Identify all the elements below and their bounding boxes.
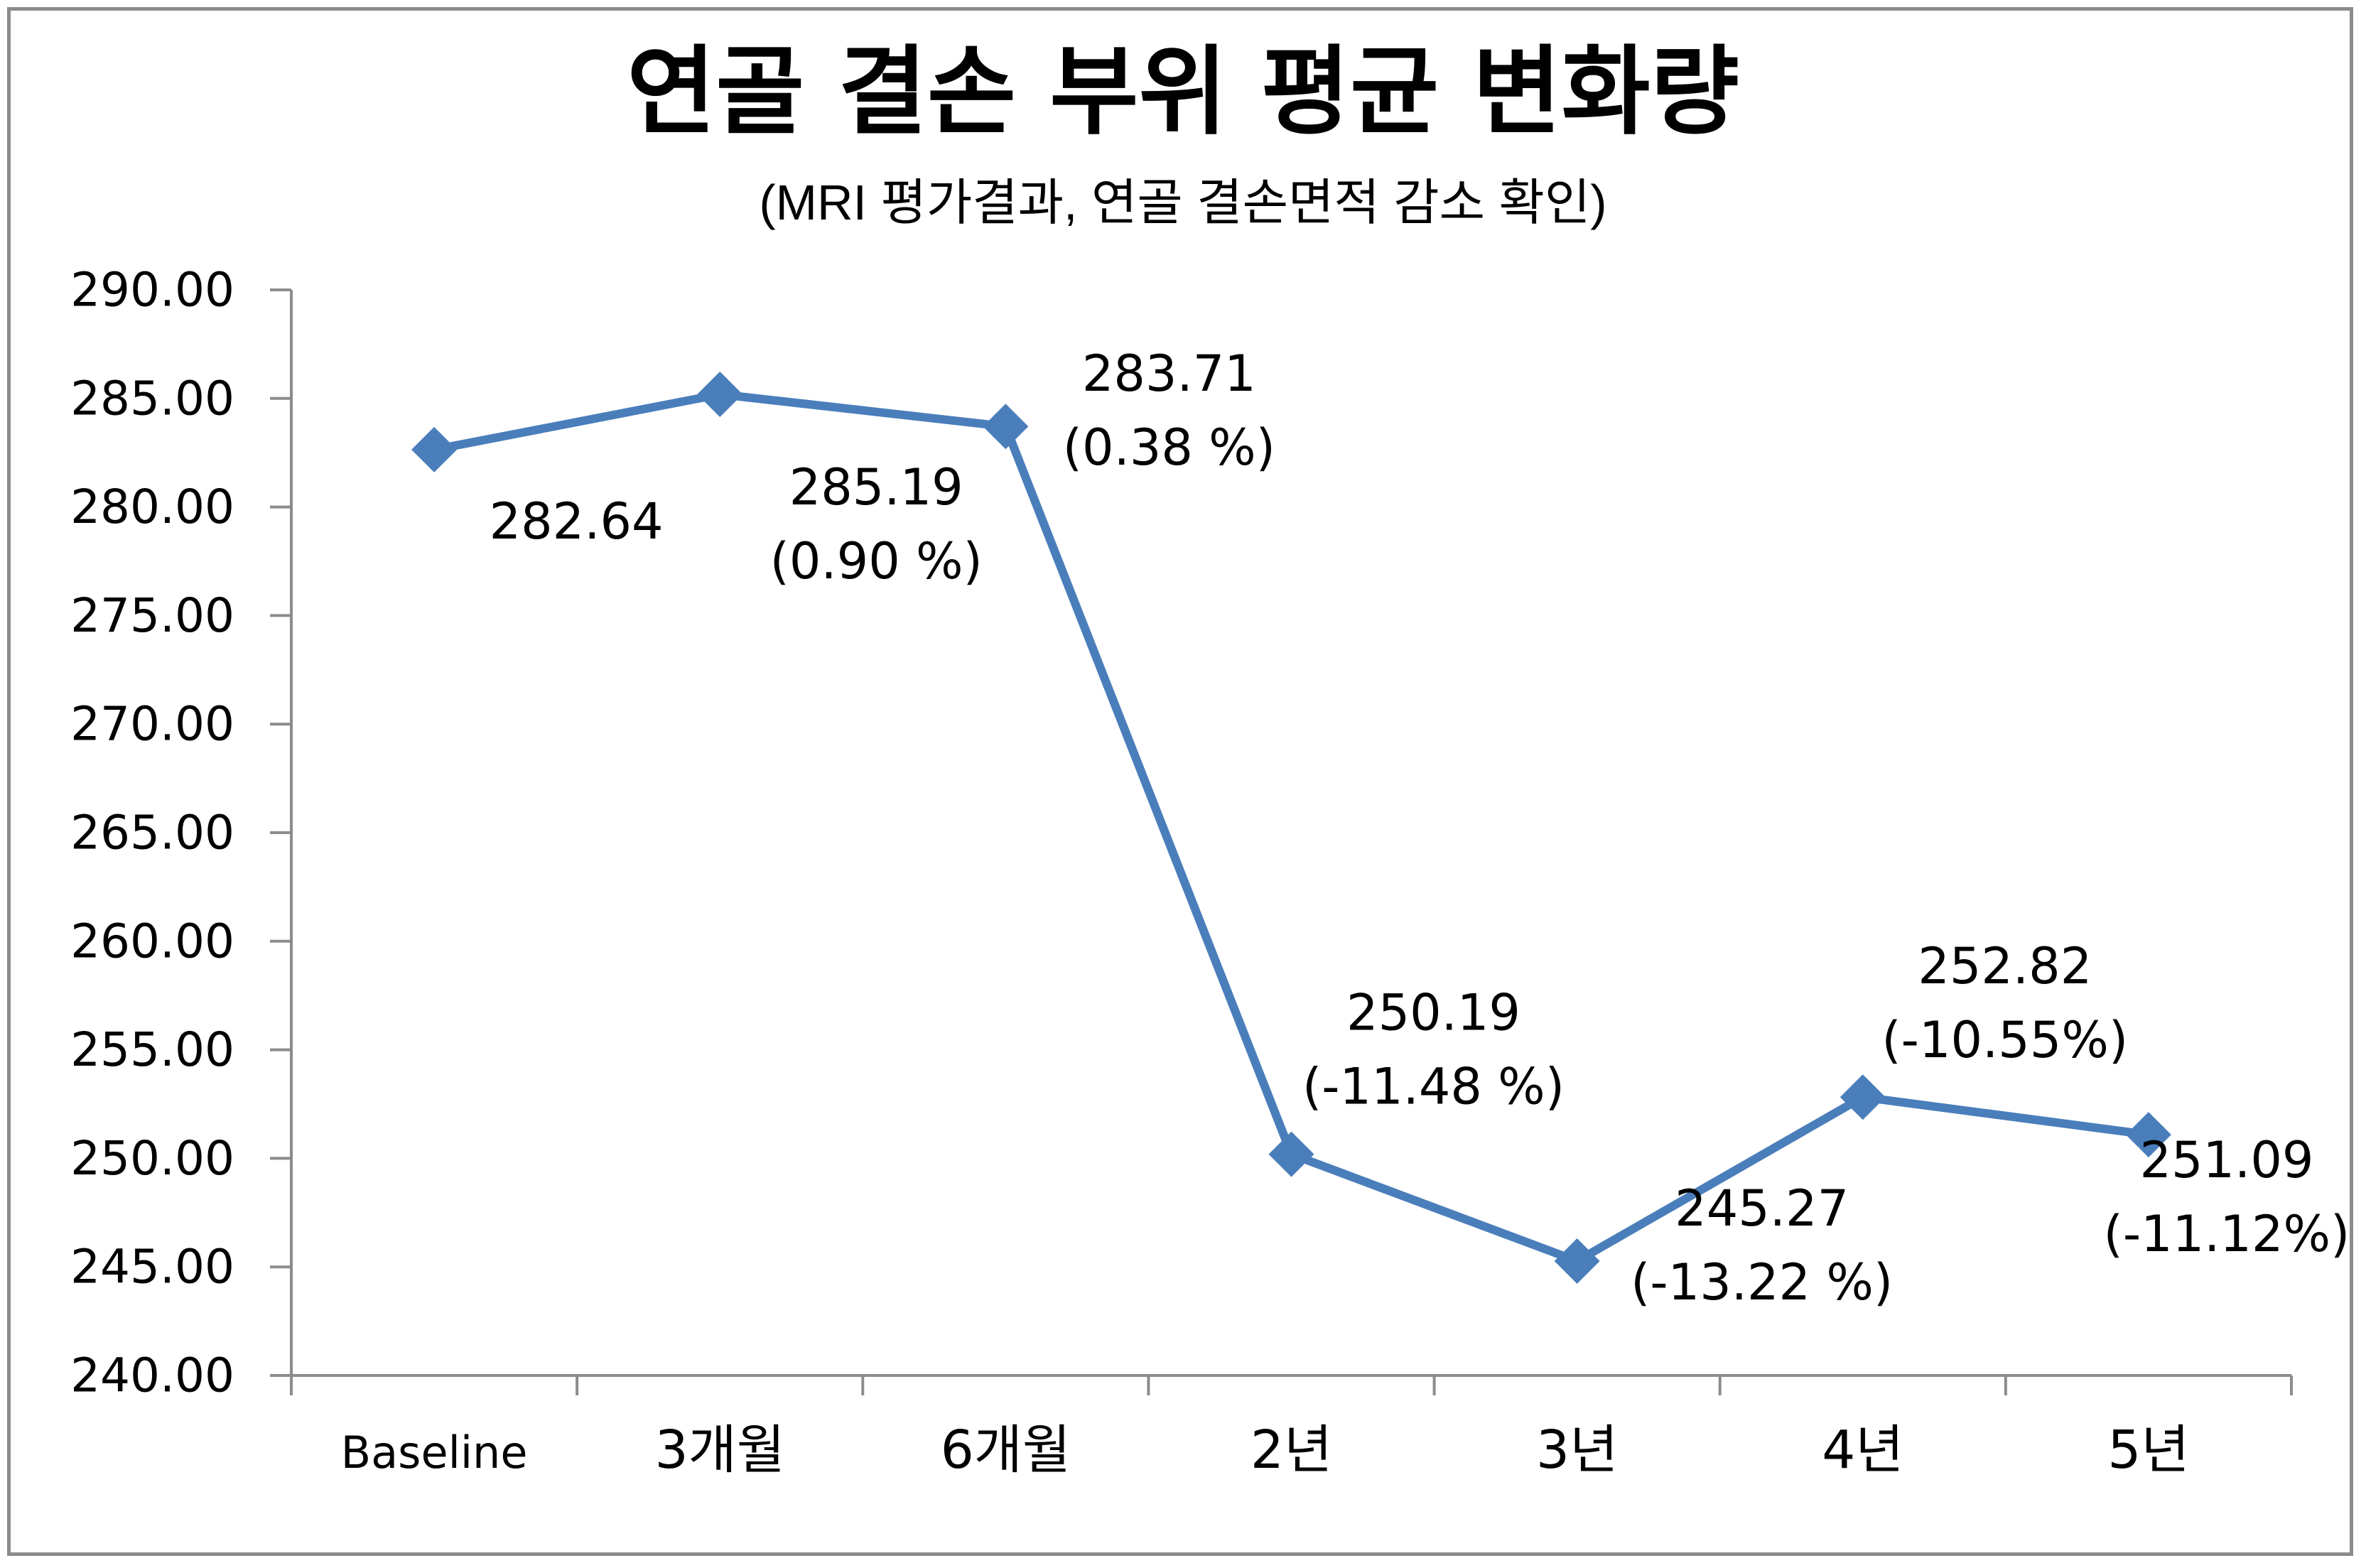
data-label: 283.71 xyxy=(1082,345,1256,403)
data-label: 285.19 xyxy=(789,458,963,517)
y-tick-label: 275.00 xyxy=(70,588,234,643)
data-point-marker xyxy=(1554,1238,1600,1284)
data-point-marker xyxy=(1268,1131,1314,1177)
series-line xyxy=(430,389,2153,1265)
data-label: (-11.48 %) xyxy=(1302,1058,1565,1116)
data-label: 245.27 xyxy=(1675,1179,1849,1238)
data-point-marker xyxy=(1840,1074,1886,1120)
series xyxy=(411,371,2171,1284)
data-label: (0.38 %) xyxy=(1063,418,1275,477)
data-label: 282.64 xyxy=(490,492,664,551)
x-axis-ticks: Baseline 3개월 6개월 2년 3년 4년 5년 xyxy=(290,1375,2293,1481)
data-label: (-13.22 %) xyxy=(1631,1253,1893,1312)
data-point-marker xyxy=(411,426,458,472)
y-axis-ticks: 240.00 245.00 250.00 255.00 260.00 265.00 270.… xyxy=(70,263,291,1403)
y-tick-label: 285.00 xyxy=(70,371,234,426)
y-tick-label: 260.00 xyxy=(70,914,234,968)
y-tick-label: 250.00 xyxy=(70,1131,234,1186)
y-tick-label: 245.00 xyxy=(70,1240,234,1294)
data-labels: 282.64 285.19 (0.90 %) 283.71 (0.38 %) 250.19… xyxy=(490,345,2350,1312)
x-tick-label: 2년 xyxy=(1250,1420,1332,1481)
y-tick-label: 255.00 xyxy=(70,1022,234,1077)
y-tick-label: 280.00 xyxy=(70,480,234,534)
data-point-marker xyxy=(697,371,743,417)
chart-frame xyxy=(7,7,2353,1556)
data-label: 250.19 xyxy=(1346,984,1520,1042)
x-tick-label: 4년 xyxy=(1822,1420,1903,1481)
y-tick-label: 265.00 xyxy=(70,806,234,860)
data-label: (-11.12%) xyxy=(2104,1205,2350,1263)
axes xyxy=(290,290,2291,1377)
x-tick-label: 3개월 xyxy=(655,1420,785,1481)
data-label: 252.82 xyxy=(1918,937,2092,995)
x-tick-label: 3년 xyxy=(1536,1420,1618,1481)
chart-subtitle: (MRI 평가결과, 연골 결손면적 감소 확인) xyxy=(759,175,1607,230)
x-tick-label: 6개월 xyxy=(941,1420,1071,1481)
y-tick-label: 290.00 xyxy=(70,263,234,318)
chart-title: 연골 결손 부위 평균 변화량 xyxy=(627,36,1739,148)
data-label: (0.90 %) xyxy=(770,532,983,590)
data-label: 251.09 xyxy=(2139,1131,2313,1189)
x-tick-label: 5년 xyxy=(2107,1420,2189,1481)
data-point-marker xyxy=(983,404,1029,450)
y-tick-label: 270.00 xyxy=(70,697,234,752)
data-label: (-10.55%) xyxy=(1881,1011,2128,1069)
x-tick-label: Baseline xyxy=(341,1427,528,1478)
y-tick-label: 240.00 xyxy=(70,1348,234,1403)
data-point-marker xyxy=(2125,1112,2171,1158)
